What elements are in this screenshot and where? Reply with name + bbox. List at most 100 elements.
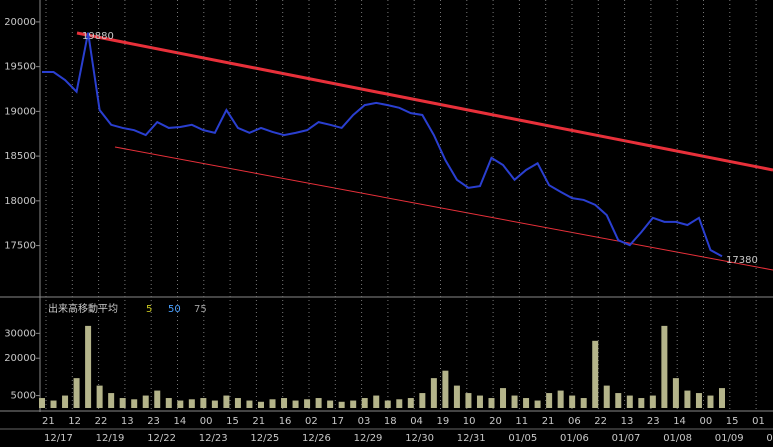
volume-bar xyxy=(246,400,253,408)
x-tick-label: 17 xyxy=(331,416,344,427)
x-tick-label: 13 xyxy=(121,416,134,427)
volume-bar xyxy=(304,399,311,408)
volume-bar xyxy=(108,393,115,408)
x-tick-label: 12/30 xyxy=(405,433,434,444)
trend-line xyxy=(76,31,773,172)
trend-line xyxy=(114,146,773,271)
volume-bar xyxy=(603,385,610,408)
plot xyxy=(39,32,725,408)
volume-bar xyxy=(177,400,184,408)
y-tick-label: 20000 xyxy=(4,353,36,364)
x-tick-label: 12/17 xyxy=(44,433,73,444)
volume-bar xyxy=(442,370,449,408)
volume-bar xyxy=(661,325,668,408)
x-tick-label: 01/09 xyxy=(715,433,744,444)
volume-bar xyxy=(281,398,288,408)
x-tick-label: 23 xyxy=(147,416,160,427)
x-tick-label: 06 xyxy=(568,416,581,427)
volume-bar xyxy=(269,399,276,408)
x-tick-label: 21 xyxy=(252,416,265,427)
volume-bar xyxy=(257,401,264,408)
y-tick-label: 18000 xyxy=(4,196,36,207)
volume-bar xyxy=(407,398,414,408)
volume-bar xyxy=(534,400,541,408)
volume-bar xyxy=(638,398,645,408)
volume-bar xyxy=(85,325,92,408)
volume-bar xyxy=(488,398,495,408)
volume-bar xyxy=(569,395,576,408)
x-tick-label: 14 xyxy=(673,416,686,427)
volume-bar xyxy=(373,395,380,408)
y-tick-label: 18500 xyxy=(4,151,36,162)
volume-bar xyxy=(707,395,714,408)
volume-bar xyxy=(430,378,437,408)
volume-bar xyxy=(200,398,207,408)
x-tick-label: 21 xyxy=(42,416,55,427)
y-tick-label: 30000 xyxy=(4,328,36,339)
volume-bar xyxy=(453,385,460,408)
x-tick-label: 21 xyxy=(542,416,555,427)
x-tick-label: 16 xyxy=(279,416,292,427)
x-tick-label: 18 xyxy=(384,416,397,427)
x-tick-label: 12/26 xyxy=(302,433,331,444)
x-tick-label: 01 xyxy=(752,416,765,427)
volume-bar xyxy=(131,399,138,408)
ma-period: 75 xyxy=(194,304,207,315)
grid: 21 12 22 13 23 14 00 15 21 16 02 17 03 18 04 19 10 20 11 21… xyxy=(4,0,773,444)
volume-bar xyxy=(523,398,530,408)
volume-bar xyxy=(419,393,426,408)
volume-bar xyxy=(592,340,599,408)
volume-bar xyxy=(476,395,483,408)
volume-bar xyxy=(511,395,518,408)
volume-bar xyxy=(350,400,357,408)
volume-bar xyxy=(465,393,472,408)
volume-bar xyxy=(188,399,195,408)
volume-bar xyxy=(165,398,172,408)
x-tick-label: 01 xyxy=(766,433,773,444)
x-tick-label: 03 xyxy=(358,416,371,427)
volume-bar xyxy=(50,400,57,408)
x-tick-label: 15 xyxy=(726,416,739,427)
x-tick-label: 00 xyxy=(700,416,713,427)
x-tick-label: 22 xyxy=(95,416,108,427)
x-tick-label: 14 xyxy=(174,416,187,427)
volume-bar xyxy=(315,398,322,408)
volume-bar xyxy=(39,398,45,408)
x-tick-label: 12/31 xyxy=(457,433,486,444)
y-tick-label: 5000 xyxy=(11,391,36,402)
x-tick-label: 23 xyxy=(647,416,660,427)
volume-bar xyxy=(223,395,230,408)
x-tick-label: 01/08 xyxy=(663,433,692,444)
volume-bar xyxy=(142,395,149,408)
y-tick-label: 19500 xyxy=(4,62,36,73)
volume-bar xyxy=(62,395,69,408)
x-tick-label: 01/07 xyxy=(612,433,641,444)
x-tick-label: 11 xyxy=(515,416,528,427)
volume-bar xyxy=(211,400,218,408)
volume-bar xyxy=(338,401,345,408)
volume-bar xyxy=(327,400,334,408)
x-tick-label: 12/19 xyxy=(96,433,125,444)
ma-period: 5 xyxy=(146,304,152,315)
volume-bar xyxy=(361,398,368,408)
x-tick-label: 01/05 xyxy=(508,433,537,444)
x-tick-label: 04 xyxy=(410,416,423,427)
volume-bar xyxy=(684,390,691,408)
x-tick-label: 00 xyxy=(200,416,213,427)
annotation: 17380 xyxy=(726,255,758,266)
volume-bar xyxy=(396,399,403,408)
volume-bar xyxy=(154,390,161,408)
volume-bar xyxy=(695,393,702,408)
volume-bar xyxy=(96,385,103,408)
volume-bar xyxy=(626,395,633,408)
volume-bar xyxy=(580,398,587,408)
x-tick-label: 01/06 xyxy=(560,433,589,444)
x-tick-label: 12/22 xyxy=(147,433,176,444)
x-tick-label: 20 xyxy=(489,416,502,427)
x-tick-label: 19 xyxy=(437,416,450,427)
x-tick-label: 22 xyxy=(594,416,607,427)
volume-bar xyxy=(557,390,564,408)
volume-bar xyxy=(500,388,507,408)
